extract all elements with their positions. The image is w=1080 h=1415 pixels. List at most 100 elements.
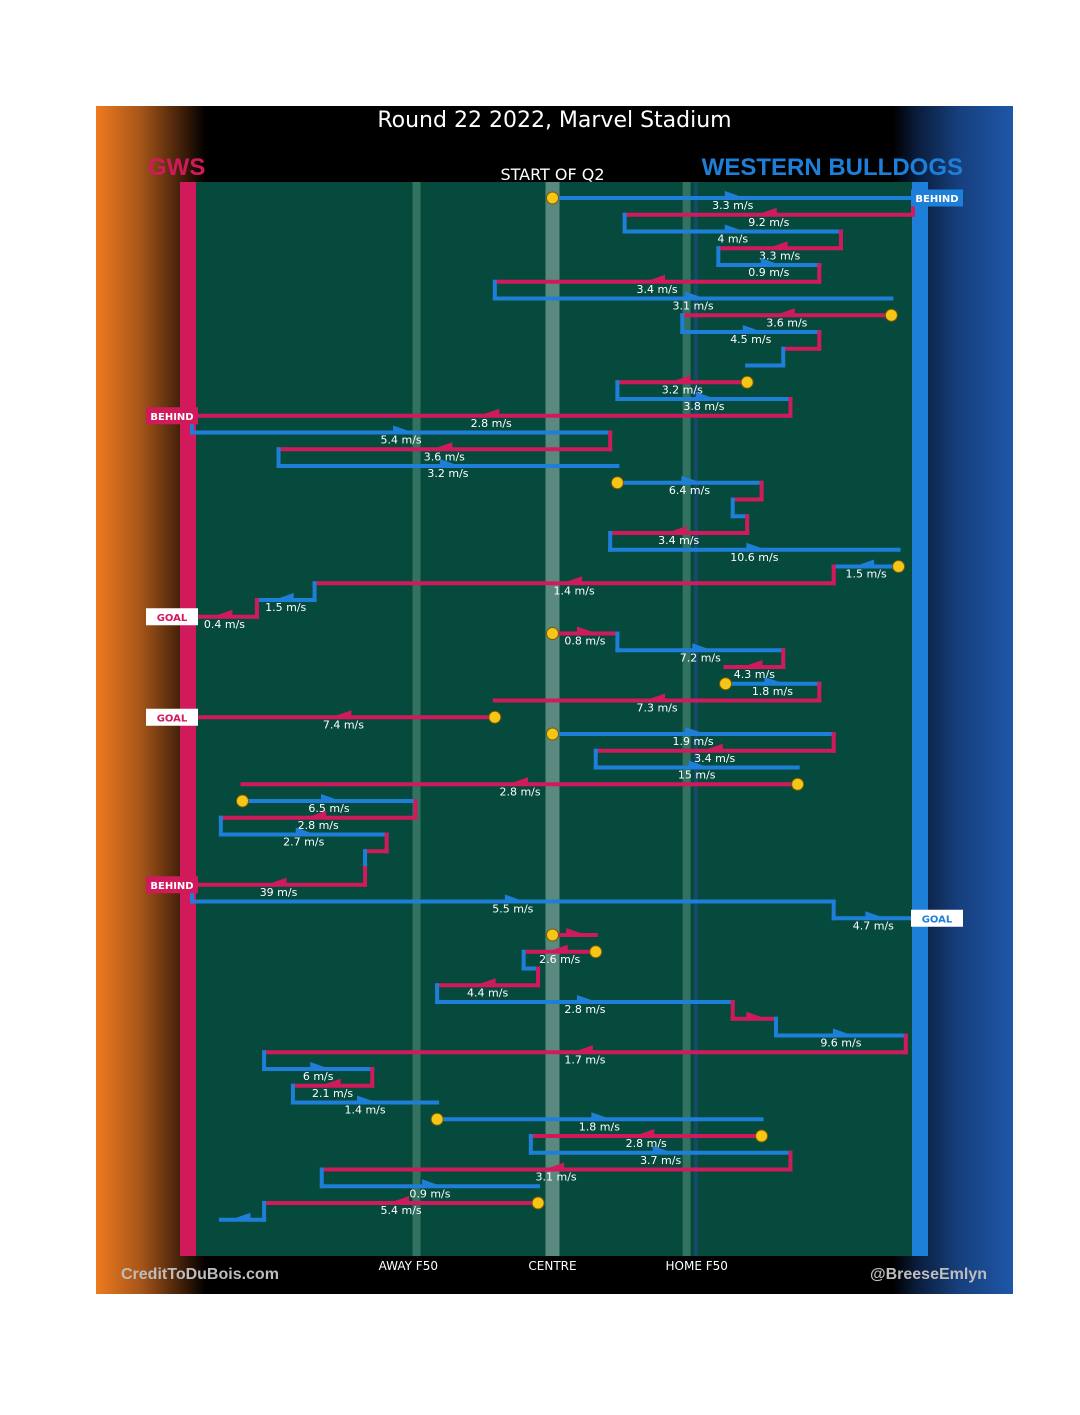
- chain-arrow: [357, 1095, 378, 1105]
- chain-arrow: [393, 425, 414, 435]
- speed-label: 7.4 m/s: [323, 718, 364, 731]
- speed-label: 3.4 m/s: [658, 534, 699, 547]
- speed-label: 3.1 m/s: [536, 1171, 577, 1184]
- ball-marker: [884, 308, 898, 322]
- speed-label: 3.3 m/s: [712, 199, 753, 212]
- chain-arrow: [742, 325, 763, 334]
- chain-arrow: [760, 258, 781, 267]
- outcome-label: BEHIND: [150, 881, 193, 892]
- x-tick-label: HOME F50: [666, 1259, 728, 1273]
- centre-line: [545, 182, 560, 1256]
- chain-arrow: [724, 224, 745, 234]
- speed-label: 2.8 m/s: [499, 785, 540, 798]
- outcome-label: GOAL: [922, 914, 953, 925]
- ball-marker: [546, 928, 559, 942]
- chain-arrow: [756, 207, 777, 217]
- outcome-badge: [911, 189, 963, 207]
- chain-arrow: [724, 191, 745, 200]
- x-tick-label: CENTRE: [528, 1259, 576, 1273]
- speed-label: 1.5 m/s: [846, 568, 887, 581]
- speed-label: 5.4 m/s: [381, 434, 422, 447]
- chain-arrow: [439, 459, 460, 468]
- speed-label: 1.5 m/s: [265, 601, 306, 614]
- team-right-label: WESTERN BULLDOGS: [701, 154, 963, 181]
- chain-arrow: [544, 1162, 565, 1172]
- team-left-label: GWS: [148, 154, 206, 181]
- ball-marker: [589, 945, 603, 959]
- chain-arrow: [591, 1112, 612, 1122]
- chain-arrow: [666, 526, 687, 535]
- chain-arrow: [742, 660, 763, 669]
- speed-label: 0.9 m/s: [748, 266, 789, 279]
- chain-arrow: [320, 1078, 341, 1088]
- chain-arrow: [645, 693, 666, 703]
- chain-arrow: [746, 542, 767, 552]
- chain-arrow: [331, 710, 352, 720]
- ball-marker: [488, 710, 502, 724]
- speed-label: 2.8 m/s: [626, 1137, 667, 1150]
- chain-arrow: [504, 894, 525, 904]
- speed-label: 4.7 m/s: [853, 919, 894, 932]
- chain-arrow: [273, 593, 294, 602]
- ball-marker: [531, 1196, 545, 1210]
- outcome-label: BEHIND: [150, 412, 193, 423]
- speed-label: 6.4 m/s: [669, 484, 710, 497]
- speed-label: 9.6 m/s: [820, 1037, 861, 1050]
- ball-marker: [546, 191, 559, 205]
- chain-arrow: [212, 609, 233, 619]
- outcome-label: GOAL: [157, 613, 188, 624]
- ball-marker: [235, 794, 249, 808]
- home-f50-line-inner: [693, 182, 698, 1256]
- ball-marker: [755, 1129, 769, 1143]
- ball-marker: [610, 476, 624, 490]
- possession-chain-chart: START OF Q2 AWAY F50 CENTRE HOME F50 3.3 m/s…: [146, 165, 963, 1273]
- chain-arrow: [432, 442, 453, 452]
- chain-arrow: [306, 810, 327, 820]
- speed-label: 9.2 m/s: [748, 216, 789, 229]
- speed-label: 0.4 m/s: [204, 618, 245, 631]
- ball-marker: [740, 375, 754, 389]
- chain-arrow: [566, 928, 587, 937]
- speed-label: 1.8 m/s: [752, 685, 793, 698]
- speed-label: 3.4 m/s: [636, 283, 677, 296]
- chain-arrow: [479, 408, 500, 418]
- chain-arrow: [547, 944, 568, 954]
- outcome-label: GOAL: [157, 713, 188, 724]
- speed-label: 3.2 m/s: [427, 467, 468, 480]
- speed-label: 4 m/s: [717, 233, 748, 246]
- home-f50-line: [682, 182, 691, 1256]
- chain-arrow: [685, 727, 706, 736]
- outcome-badge: [146, 708, 198, 726]
- speed-label: 6 m/s: [303, 1070, 334, 1083]
- x-tick-label: AWAY F50: [379, 1259, 438, 1273]
- outcome-badge: [911, 909, 963, 927]
- outcome-badge: [146, 876, 198, 894]
- chain-arrow: [295, 827, 316, 837]
- chart-subtitle: START OF Q2: [500, 165, 604, 184]
- speed-label: 5.4 m/s: [381, 1204, 422, 1217]
- chain-arrow: [645, 274, 666, 284]
- speed-label: 10.6 m/s: [730, 551, 778, 564]
- chain-arrow: [310, 1062, 331, 1071]
- speed-label: 3.6 m/s: [424, 450, 465, 463]
- chain-arrow: [774, 308, 795, 318]
- chain-arrow: [576, 995, 597, 1004]
- speed-label: 0.8 m/s: [564, 635, 605, 648]
- ball-marker: [546, 727, 559, 741]
- outcome-label: BEHIND: [915, 194, 958, 205]
- speed-label: 3.4 m/s: [694, 752, 735, 765]
- chain-arrow: [670, 375, 691, 385]
- bulldogs-goal-post: [912, 182, 928, 1256]
- chain-arrow: [685, 291, 706, 301]
- chain-arrow: [508, 777, 529, 787]
- speed-label: 2.8 m/s: [298, 819, 339, 832]
- chain-arrow: [652, 1145, 673, 1155]
- speed-label: 1.7 m/s: [564, 1053, 605, 1066]
- speed-label: 3.2 m/s: [662, 383, 703, 396]
- speed-label: 2.8 m/s: [564, 1003, 605, 1016]
- speed-label: 2.8 m/s: [471, 417, 512, 430]
- speed-label: 7.3 m/s: [636, 702, 677, 715]
- chain-arrow: [320, 794, 341, 803]
- speed-label: 5.5 m/s: [492, 903, 533, 916]
- speed-label: 3.3 m/s: [759, 249, 800, 262]
